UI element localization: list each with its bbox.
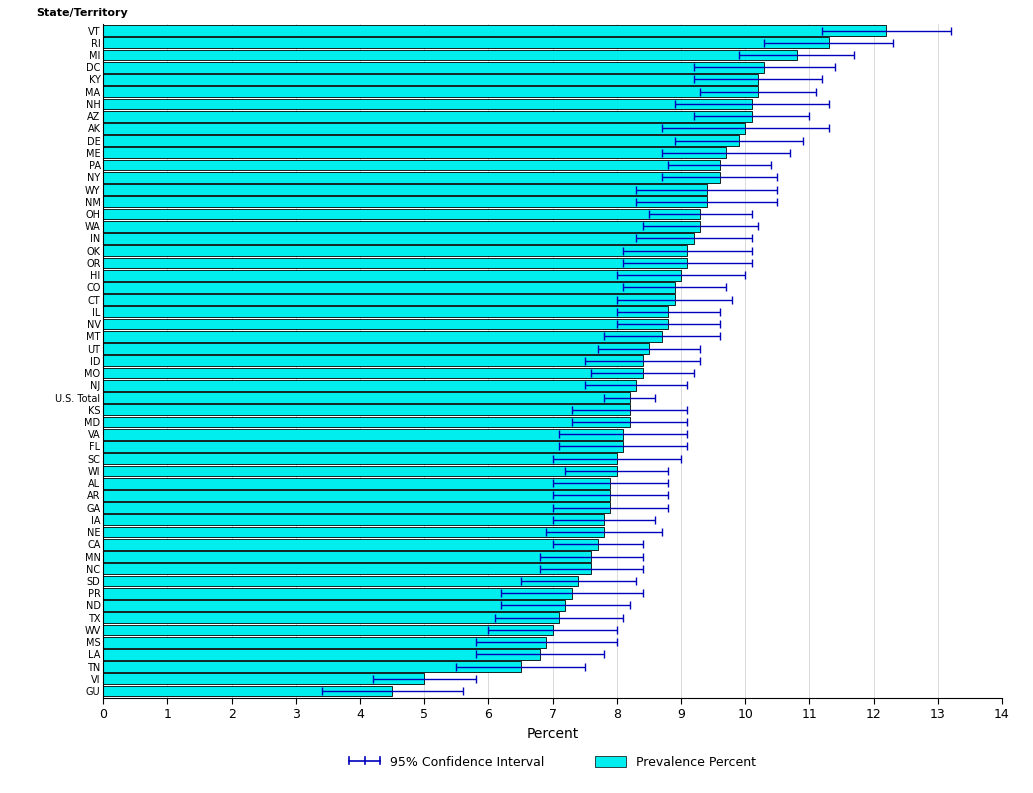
Bar: [103, 86, 758, 97]
Bar: [103, 392, 630, 403]
Bar: [103, 50, 796, 60]
Bar: [103, 551, 591, 562]
Bar: [103, 441, 623, 452]
Bar: [103, 355, 643, 366]
Bar: [103, 600, 565, 611]
Bar: [103, 37, 828, 48]
Bar: [103, 612, 559, 623]
Bar: [103, 368, 643, 378]
Bar: [103, 233, 694, 244]
Bar: [103, 197, 707, 207]
Bar: [103, 527, 604, 538]
Bar: [103, 539, 597, 550]
Bar: [103, 588, 572, 599]
Bar: [103, 25, 886, 36]
Bar: [103, 380, 636, 391]
Bar: [103, 136, 739, 146]
Text: State/Territory: State/Territory: [36, 9, 128, 18]
X-axis label: Percent: Percent: [527, 727, 578, 741]
Bar: [103, 429, 623, 439]
Bar: [103, 209, 700, 220]
Bar: [103, 416, 630, 427]
Bar: [103, 502, 611, 513]
Bar: [103, 258, 688, 268]
Legend: 95% Confidence Interval, Prevalence Percent: 95% Confidence Interval, Prevalence Perc…: [349, 756, 756, 769]
Bar: [103, 172, 720, 182]
Bar: [103, 331, 662, 342]
Bar: [103, 147, 726, 159]
Bar: [103, 343, 649, 354]
Bar: [103, 221, 700, 232]
Bar: [103, 404, 630, 415]
Bar: [103, 649, 540, 660]
Bar: [103, 515, 604, 525]
Bar: [103, 294, 675, 305]
Bar: [103, 123, 745, 134]
Bar: [103, 454, 617, 464]
Bar: [103, 465, 617, 477]
Bar: [103, 98, 752, 109]
Bar: [103, 625, 553, 635]
Bar: [103, 111, 752, 121]
Bar: [103, 62, 764, 73]
Bar: [103, 159, 720, 170]
Bar: [103, 661, 521, 672]
Bar: [103, 563, 591, 574]
Bar: [103, 673, 425, 684]
Bar: [103, 490, 611, 500]
Bar: [103, 686, 393, 696]
Bar: [103, 477, 611, 488]
Bar: [103, 270, 681, 281]
Bar: [103, 245, 688, 256]
Bar: [103, 74, 758, 85]
Bar: [103, 282, 675, 293]
Bar: [103, 319, 668, 330]
Bar: [103, 576, 578, 586]
Bar: [103, 637, 546, 648]
Bar: [103, 184, 707, 195]
Bar: [103, 307, 668, 317]
